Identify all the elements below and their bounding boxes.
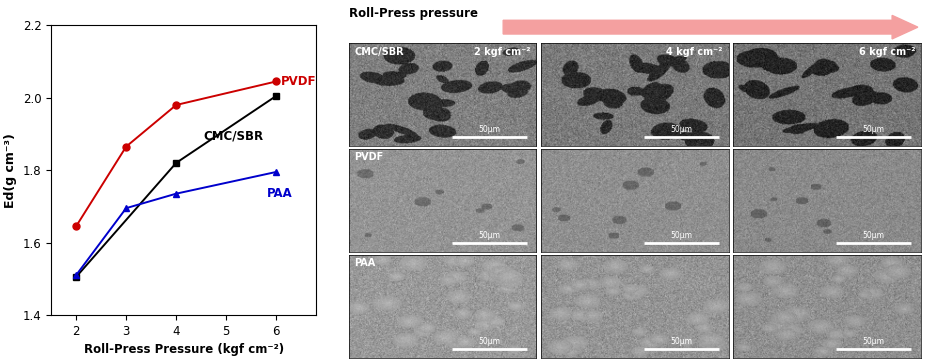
- Text: PVDF: PVDF: [354, 152, 384, 163]
- Text: CMC/SBR: CMC/SBR: [354, 47, 404, 56]
- Text: 50μm: 50μm: [478, 231, 500, 240]
- Text: PVDF: PVDF: [281, 75, 317, 88]
- Text: 50μm: 50μm: [863, 231, 884, 240]
- Text: 50μm: 50μm: [863, 337, 884, 346]
- Text: 50μm: 50μm: [478, 337, 500, 346]
- Text: 50μm: 50μm: [671, 231, 693, 240]
- Text: Roll-Press pressure: Roll-Press pressure: [349, 7, 478, 20]
- Text: 50μm: 50μm: [671, 125, 693, 134]
- Text: 50μm: 50μm: [478, 125, 500, 134]
- Text: 2 kgf cm⁻²: 2 kgf cm⁻²: [474, 47, 531, 56]
- Text: PAA: PAA: [354, 258, 376, 268]
- X-axis label: Roll-Press Pressure (kgf cm⁻²): Roll-Press Pressure (kgf cm⁻²): [84, 343, 284, 356]
- Y-axis label: Ed(g cm⁻³): Ed(g cm⁻³): [4, 133, 17, 207]
- FancyArrow shape: [503, 15, 918, 39]
- Text: 4 kgf cm⁻²: 4 kgf cm⁻²: [667, 47, 723, 56]
- Text: 6 kgf cm⁻²: 6 kgf cm⁻²: [858, 47, 915, 56]
- Text: PAA: PAA: [267, 187, 293, 200]
- Text: 50μm: 50μm: [863, 125, 884, 134]
- Text: 50μm: 50μm: [671, 337, 693, 346]
- Text: CMC/SBR: CMC/SBR: [204, 129, 264, 142]
